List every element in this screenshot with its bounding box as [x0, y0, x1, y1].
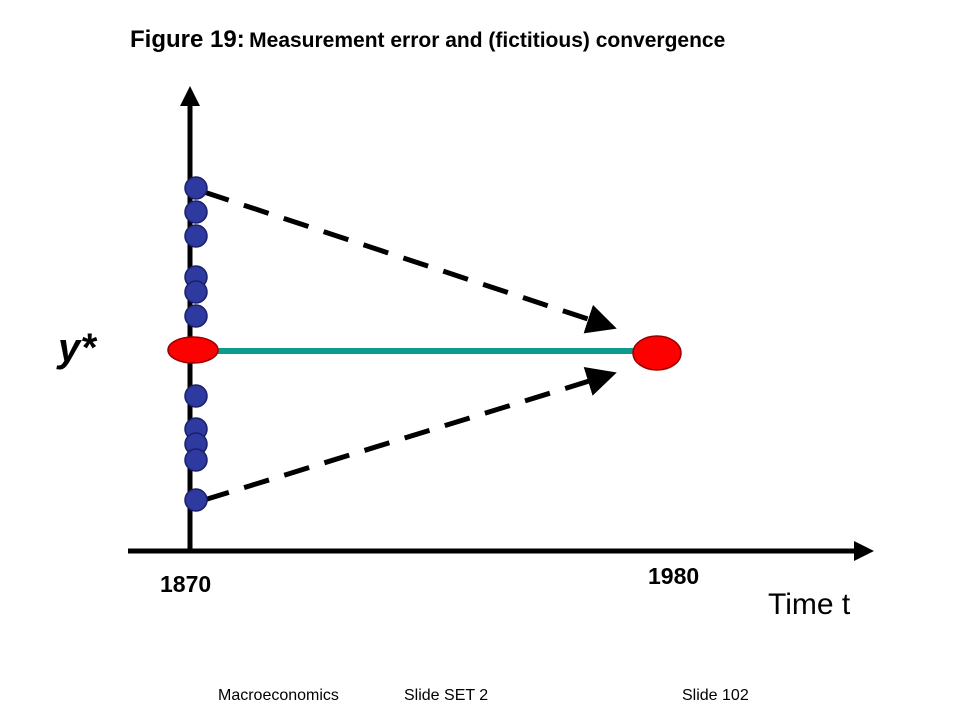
footer-slide-number: Slide 102 [682, 687, 749, 704]
observation-dot [184, 448, 208, 472]
observation-dot [184, 384, 208, 408]
red-marker-start [167, 336, 219, 364]
y-star-label: y* [56, 326, 98, 370]
observation-dot [184, 280, 208, 304]
figure-title: Figure 19: Measurement error and (fictit… [130, 26, 725, 54]
footer-course: Macroeconomics [218, 687, 339, 704]
footer-set: Slide SET 2 [404, 687, 489, 704]
x-axis-arrow-icon [854, 541, 874, 561]
year-start-label: 1870 [160, 571, 211, 597]
observation-dot [184, 224, 208, 248]
observation-dot [184, 176, 208, 200]
upper-dashed-arrow [203, 189, 617, 334]
figure-title-text: Measurement error and (fictitious) conve… [249, 29, 726, 52]
year-end-label: 1980 [648, 563, 699, 589]
red-marker-end [632, 335, 682, 371]
x-axis-label: Time t [768, 588, 851, 621]
observation-dot [184, 304, 208, 328]
lower-dashed-arrow [203, 367, 617, 503]
observation-dot [184, 200, 208, 224]
y-axis-arrow-icon [180, 86, 200, 106]
observation-dot [184, 488, 208, 512]
observation-dots [184, 176, 208, 512]
figure-title-lead: Figure 19: [130, 26, 245, 53]
